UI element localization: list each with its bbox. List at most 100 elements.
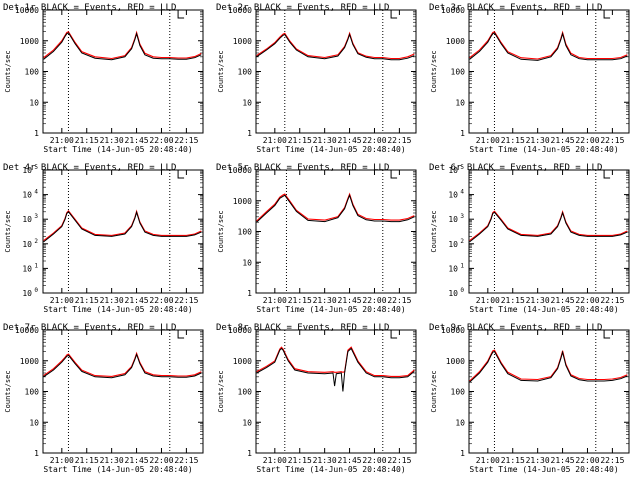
x-tick-label: 22:15 xyxy=(174,136,198,145)
y-tick-label: 1 xyxy=(247,289,252,298)
x-tick-label: 21:15 xyxy=(75,456,99,465)
y-axis-label: Counts/sec xyxy=(4,50,12,92)
y-tick-label: 100 xyxy=(451,68,466,77)
y-tick-label: 10 xyxy=(242,98,252,107)
x-axis-label: Start Time (14-Jun-05 20:48:40) xyxy=(43,305,192,314)
chart-panel: Det 7r BLACK = Events, RED = LLD 1 10 100 10… xyxy=(3,323,204,474)
lld-series-line xyxy=(43,351,202,377)
x-tick-label: 21:00 xyxy=(476,456,500,465)
x-tick-label: 21:00 xyxy=(263,456,287,465)
x-tick-label: 22:15 xyxy=(387,136,411,145)
y-tick-label: 10000 xyxy=(15,326,39,335)
x-tick-label: 21:15 xyxy=(288,136,312,145)
panel-title: Det 8r BLACK = Events, RED = LLD xyxy=(216,323,389,333)
y-tick-label: 10 xyxy=(448,240,458,249)
bracket-marker xyxy=(603,10,611,19)
y-tick-exponent: 4 xyxy=(460,189,464,196)
y-tick-label: 100 xyxy=(238,68,253,77)
x-tick-label: 21:30 xyxy=(526,296,550,305)
x-axis-label: Start Time (14-Jun-05 20:48:40) xyxy=(256,305,405,314)
chart-panel: Det 9r BLACK = Events, RED = LLD 1 10 100 10… xyxy=(429,323,630,474)
events-series-line xyxy=(43,210,202,243)
chart-panel: Det 5r BLACK = Events, RED = LLD 1 10 100 10… xyxy=(216,163,417,314)
y-tick-label: 10000 xyxy=(228,326,252,335)
bracket-marker xyxy=(390,330,398,339)
x-tick-label: 22:15 xyxy=(387,296,411,305)
y-tick-label: 1 xyxy=(247,129,252,138)
x-axis-label: Start Time (14-Jun-05 20:48:40) xyxy=(469,305,618,314)
y-tick-label: 10 xyxy=(448,215,458,224)
y-tick-label: 1000 xyxy=(446,37,465,46)
bracket-marker xyxy=(177,10,185,19)
x-tick-label: 22:00 xyxy=(575,456,599,465)
bracket-marker xyxy=(177,170,185,179)
events-series-line xyxy=(469,211,628,243)
lld-series-line xyxy=(43,30,202,60)
y-tick-label: 100 xyxy=(238,388,253,397)
x-axis-label: Start Time (14-Jun-05 20:48:40) xyxy=(256,465,405,474)
chart-panel: Det 3r BLACK = Events, RED = LLD 1 10 100 10… xyxy=(429,3,630,154)
y-tick-label: 10 xyxy=(448,289,458,298)
y-tick-label: 1 xyxy=(247,449,252,458)
y-axis-label: Counts/sec xyxy=(430,50,438,92)
x-tick-label: 22:00 xyxy=(575,296,599,305)
chart-panel: Det 8r BLACK = Events, RED = LLD 1 10 100 10… xyxy=(216,323,417,474)
y-tick-label: 10 xyxy=(448,166,458,175)
y-tick-exponent: 1 xyxy=(34,262,38,269)
x-tick-label: 21:00 xyxy=(50,456,74,465)
x-tick-label: 21:30 xyxy=(313,456,337,465)
x-tick-label: 22:15 xyxy=(174,456,198,465)
x-tick-label: 22:00 xyxy=(149,136,173,145)
bracket-marker xyxy=(177,330,185,339)
x-tick-label: 21:15 xyxy=(288,456,312,465)
x-tick-label: 21:00 xyxy=(263,296,287,305)
y-axis-label: Counts/sec xyxy=(4,370,12,412)
chart-panel: Det 2r BLACK = Events, RED = LLD 1 10 100 10… xyxy=(216,3,417,154)
events-series-line xyxy=(469,350,628,383)
x-tick-label: 22:15 xyxy=(600,456,624,465)
x-tick-label: 21:45 xyxy=(338,136,362,145)
y-tick-exponent: 2 xyxy=(34,238,38,245)
x-tick-label: 22:00 xyxy=(362,296,386,305)
x-tick-label: 21:00 xyxy=(50,296,74,305)
x-tick-label: 21:45 xyxy=(125,296,149,305)
x-axis-label: Start Time (14-Jun-05 20:48:40) xyxy=(469,145,618,154)
x-axis-label: Start Time (14-Jun-05 20:48:40) xyxy=(469,465,618,474)
y-tick-label: 10000 xyxy=(441,326,465,335)
x-tick-label: 21:15 xyxy=(75,136,99,145)
panel-title: Det 4r BLACK = Events, RED = LLD xyxy=(3,163,176,173)
plot-frame xyxy=(42,9,204,134)
y-tick-label: 1 xyxy=(460,449,465,458)
y-tick-exponent: 0 xyxy=(34,287,38,294)
y-tick-label: 100 xyxy=(25,68,40,77)
y-tick-label: 1 xyxy=(34,449,39,458)
y-tick-exponent: 1 xyxy=(460,262,464,269)
y-tick-label: 1000 xyxy=(233,357,252,366)
x-tick-label: 21:15 xyxy=(501,136,525,145)
x-tick-label: 21:15 xyxy=(288,296,312,305)
bracket-marker xyxy=(390,170,398,179)
x-tick-label: 22:00 xyxy=(575,136,599,145)
y-axis-label: Counts/sec xyxy=(430,370,438,412)
y-tick-label: 10 xyxy=(448,264,458,273)
x-tick-label: 21:00 xyxy=(476,296,500,305)
y-tick-label: 10 xyxy=(448,191,458,200)
y-tick-exponent: 3 xyxy=(34,213,38,220)
x-tick-label: 22:15 xyxy=(387,456,411,465)
x-tick-label: 21:45 xyxy=(125,136,149,145)
x-tick-label: 21:30 xyxy=(313,296,337,305)
y-tick-label: 10 xyxy=(22,240,32,249)
bracket-marker xyxy=(390,10,398,19)
panel-title: Det 3r BLACK = Events, RED = LLD xyxy=(429,3,602,13)
y-tick-label: 1000 xyxy=(233,197,252,206)
y-tick-label: 10 xyxy=(242,418,252,427)
y-tick-label: 100 xyxy=(25,388,40,397)
plot-frame xyxy=(255,9,417,134)
events-series-line xyxy=(469,31,628,61)
x-tick-label: 21:30 xyxy=(526,136,550,145)
plot-frame xyxy=(468,9,630,134)
y-tick-label: 10000 xyxy=(228,166,252,175)
x-tick-label: 21:45 xyxy=(338,456,362,465)
panel-title: Det 6r BLACK = Events, RED = LLD xyxy=(429,163,602,173)
